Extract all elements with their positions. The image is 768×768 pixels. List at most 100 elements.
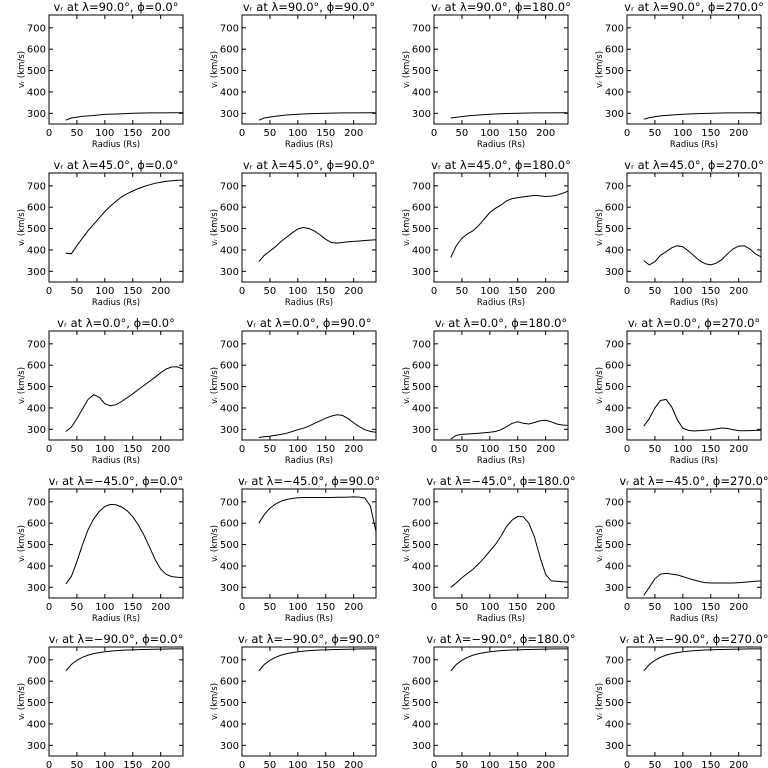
velocity-curve (450, 648, 568, 672)
x-tick-label: 200 (729, 602, 748, 613)
y-tick-label: 500 (605, 382, 624, 393)
plot-frame (48, 172, 184, 283)
x-axis-label: Radius (Rs) (477, 614, 525, 624)
x-axis-label: Radius (Rs) (477, 298, 525, 308)
y-tick-label: 500 (605, 698, 624, 709)
x-tick-label: 100 (480, 602, 499, 613)
y-tick-label: 600 (412, 677, 431, 688)
x-tick-label: 100 (480, 128, 499, 139)
x-tick-label: 50 (71, 128, 84, 139)
x-tick-label: 100 (95, 444, 114, 455)
y-tick-label: 700 (27, 23, 46, 34)
y-tick-label: 500 (412, 224, 431, 235)
y-axis-label: vᵣ (km/s) (17, 51, 27, 88)
x-tick-label: 150 (123, 602, 142, 613)
y-tick-label: 600 (220, 45, 239, 56)
y-axis-label: vᵣ (km/s) (595, 51, 605, 88)
x-tick-label: 0 (46, 444, 52, 455)
panel-11: vᵣ at λ=0.0°, ϕ=270.0° 0 50 100 150 200 300 400… (595, 316, 762, 466)
y-tick-label: 600 (605, 519, 624, 530)
y-axis-label: vᵣ (km/s) (595, 209, 605, 246)
x-tick-label: 50 (71, 760, 84, 768)
y-tick-label: 500 (220, 224, 239, 235)
panel-title: vᵣ at λ=90.0°, ϕ=270.0° (624, 0, 764, 14)
y-tick-label: 500 (220, 698, 239, 709)
x-tick-label: 200 (344, 444, 363, 455)
x-tick-label: 0 (46, 286, 52, 297)
x-tick-label: 150 (701, 602, 720, 613)
y-tick-label: 300 (605, 425, 624, 436)
velocity-curve (450, 112, 568, 119)
x-tick-label: 150 (316, 760, 335, 768)
y-tick-label: 600 (220, 677, 239, 688)
x-tick-label: 50 (456, 286, 469, 297)
x-axis-label: Radius (Rs) (92, 614, 140, 624)
x-tick-label: 100 (95, 128, 114, 139)
y-tick-label: 300 (412, 583, 431, 594)
y-tick-label: 500 (412, 66, 431, 77)
panel-13: vᵣ at λ=−45.0°, ϕ=90.0° 0 50 100 150 200 300 40… (210, 474, 380, 624)
y-tick-label: 400 (27, 561, 46, 572)
x-tick-label: 100 (673, 128, 692, 139)
y-tick-label: 700 (412, 339, 431, 350)
x-tick-label: 150 (316, 602, 335, 613)
x-tick-label: 0 (239, 286, 245, 297)
y-axis-label: vᵣ (km/s) (210, 367, 220, 404)
y-tick-label: 400 (27, 719, 46, 730)
y-axis-label: vᵣ (km/s) (210, 683, 220, 720)
panel-2: vᵣ at λ=90.0°, ϕ=180.0° 0 50 100 150 200 300 40… (402, 0, 571, 150)
y-tick-label: 300 (27, 741, 46, 752)
y-tick-label: 400 (27, 403, 46, 414)
x-tick-label: 0 (624, 128, 630, 139)
y-axis-label: vᵣ (km/s) (17, 525, 27, 562)
panel-title: vᵣ at λ=45.0°, ϕ=180.0° (431, 158, 571, 172)
y-tick-label: 600 (27, 361, 46, 372)
panel-title: vᵣ at λ=−45.0°, ϕ=180.0° (426, 474, 575, 488)
y-axis-label: vᵣ (km/s) (17, 367, 27, 404)
plot-frame (241, 172, 377, 283)
x-tick-label: 0 (624, 286, 630, 297)
x-tick-label: 50 (264, 286, 277, 297)
y-axis-label: vᵣ (km/s) (210, 51, 220, 88)
y-tick-label: 500 (605, 540, 624, 551)
x-tick-label: 50 (649, 602, 662, 613)
y-tick-label: 400 (220, 561, 239, 572)
y-tick-label: 300 (220, 583, 239, 594)
plot-frame (433, 14, 569, 125)
y-tick-label: 400 (605, 403, 624, 414)
velocity-curve (643, 398, 761, 432)
panel-5: vᵣ at λ=45.0°, ϕ=90.0° 0 50 100 150 200 300 400… (210, 158, 377, 308)
x-tick-label: 50 (649, 760, 662, 768)
y-tick-label: 500 (27, 540, 46, 551)
plot-frame (626, 646, 762, 757)
x-tick-label: 150 (701, 128, 720, 139)
x-tick-label: 100 (673, 444, 692, 455)
x-tick-label: 50 (649, 128, 662, 139)
y-tick-label: 700 (605, 655, 624, 666)
x-tick-label: 150 (123, 128, 142, 139)
x-tick-label: 100 (288, 128, 307, 139)
panel-title: vᵣ at λ=−90.0°, ϕ=180.0° (426, 632, 575, 646)
y-tick-label: 300 (412, 267, 431, 278)
y-tick-label: 700 (605, 23, 624, 34)
y-axis-label: vᵣ (km/s) (402, 525, 412, 562)
x-tick-label: 100 (288, 760, 307, 768)
x-tick-label: 100 (480, 760, 499, 768)
y-tick-label: 300 (605, 109, 624, 120)
y-tick-label: 600 (220, 361, 239, 372)
x-tick-label: 0 (624, 444, 630, 455)
y-tick-label: 400 (220, 87, 239, 98)
x-tick-label: 200 (344, 602, 363, 613)
y-tick-label: 300 (27, 109, 46, 120)
y-tick-label: 600 (605, 45, 624, 56)
y-tick-label: 300 (27, 425, 46, 436)
y-tick-label: 300 (27, 583, 46, 594)
x-tick-label: 0 (46, 760, 52, 768)
velocity-curve (65, 503, 183, 585)
y-tick-label: 600 (220, 203, 239, 214)
x-tick-label: 200 (151, 128, 170, 139)
y-tick-label: 600 (220, 519, 239, 530)
velocity-curve (643, 572, 761, 596)
velocity-curve (643, 112, 761, 120)
x-tick-label: 0 (46, 128, 52, 139)
